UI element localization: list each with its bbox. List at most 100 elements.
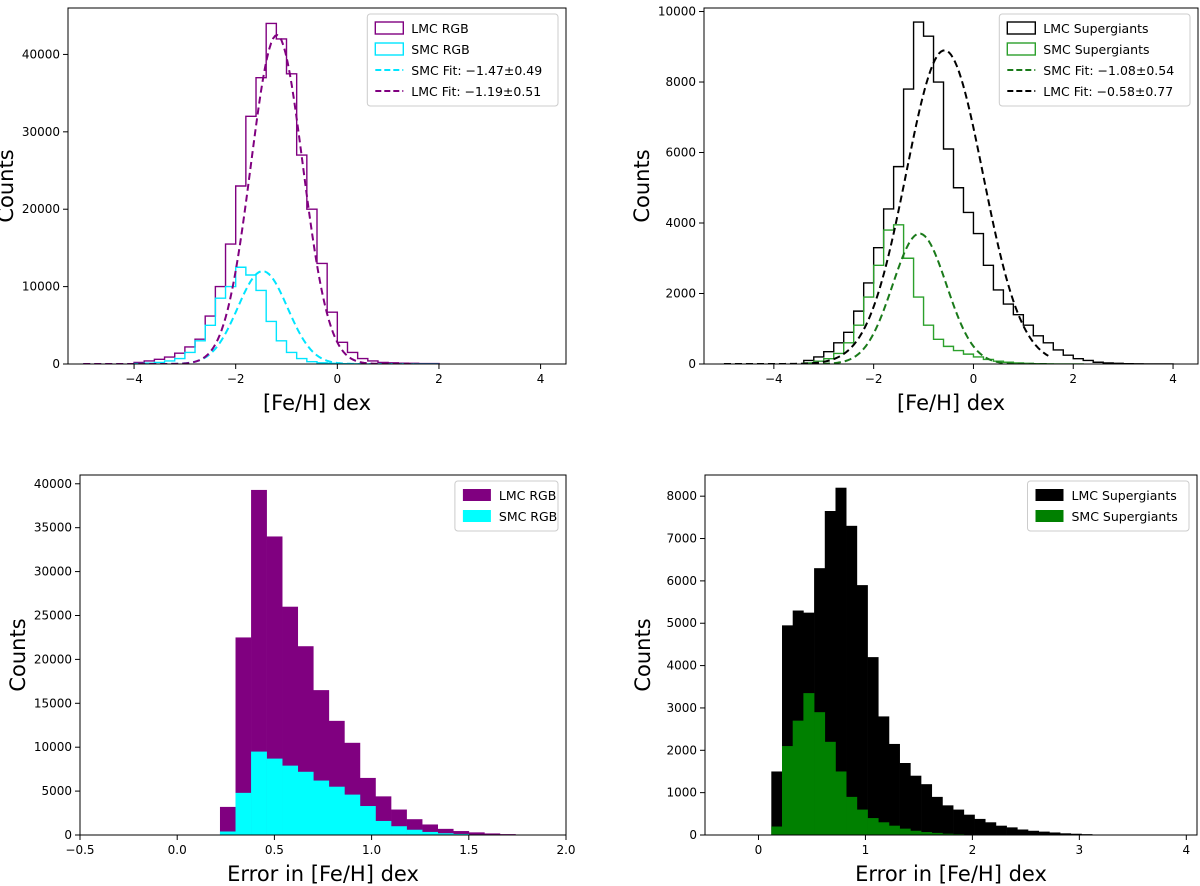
bar (867, 657, 879, 835)
y-tick-label: 30000 (22, 125, 60, 139)
legend: LMC RGB SMC RGB SMC Fit: −1.47±0.49 LMC Fit… (366, 13, 559, 107)
x-tick-label: 1.0 (362, 843, 381, 857)
bar (899, 763, 911, 835)
y-tick-label: 4000 (666, 659, 697, 673)
y-tick-label: 6000 (665, 146, 696, 160)
bar (921, 832, 933, 835)
legend-item: SMC Fit: −1.08±0.54 (1007, 63, 1174, 78)
legend-label: LMC Fit: −0.58±0.77 (1043, 84, 1173, 99)
legend-label: SMC RGB (411, 42, 469, 57)
y-tick-label: 8000 (665, 75, 696, 89)
legend-label: LMC Fit: −1.19±0.51 (411, 84, 541, 99)
y-tick-label: 0 (64, 828, 72, 842)
fit-line (83, 270, 414, 364)
x-tick-label: 3 (1076, 843, 1084, 857)
legend-label: SMC Supergiants (1072, 509, 1178, 524)
y-axis-label: Counts (631, 618, 655, 691)
bar (931, 796, 943, 835)
bar (1038, 831, 1050, 835)
bar (297, 771, 314, 835)
bar (266, 758, 283, 835)
bar (899, 828, 911, 835)
legend-frame (1027, 480, 1190, 532)
bar (888, 743, 900, 835)
bar (974, 818, 986, 835)
bar (1060, 833, 1072, 835)
y-tick-label: 6000 (666, 574, 697, 588)
axes-frame (704, 474, 1198, 836)
bar (995, 825, 1007, 835)
bar (251, 751, 267, 835)
bar (406, 829, 423, 835)
bar (878, 716, 890, 835)
bar (942, 805, 954, 835)
y-tick-label: 40000 (22, 47, 60, 61)
x-axis-label: Error in [Fe/H] dex (855, 862, 1047, 886)
bar (782, 625, 794, 835)
bar (803, 693, 815, 835)
bar (282, 765, 299, 835)
legend-label: LMC Supergiants (1072, 488, 1177, 503)
bar (824, 511, 836, 835)
legend-item: SMC Supergiants (1006, 42, 1150, 57)
legend-item: SMC Supergiants (1035, 509, 1178, 524)
fit-line (723, 49, 1049, 364)
bar (437, 833, 454, 835)
x-tick-label: −0.5 (65, 843, 94, 857)
axes-frame (79, 474, 567, 836)
legend-swatch (1035, 510, 1064, 522)
legend-label: LMC RGB (499, 488, 556, 503)
legend-swatch (374, 42, 404, 56)
x-tick-label: −4 (125, 372, 143, 386)
legend-label: LMC RGB (411, 21, 468, 36)
chart-panel-3: −0.5 0.0 0.5 1.0 1.5 2.0 0 5000 10000 15000 20000 2… (6, 474, 576, 886)
legend-label: SMC RGB (499, 509, 557, 524)
x-tick-label: 4 (537, 372, 545, 386)
plot-area (219, 489, 532, 835)
bar (910, 830, 922, 835)
bar (391, 826, 407, 835)
bar (856, 809, 868, 835)
bar (835, 771, 847, 835)
bar (1070, 833, 1082, 835)
legend-item: LMC Supergiants (1035, 488, 1177, 503)
plot-area (771, 487, 1093, 835)
step-smc-supergiants (803, 224, 1084, 364)
bar (846, 796, 858, 835)
bar (453, 833, 470, 835)
y-tick-label: 7000 (666, 532, 697, 546)
bar (942, 833, 954, 835)
legend: LMC Supergiants SMC Supergiants SMC Fit: −… (998, 13, 1191, 107)
bar (878, 822, 890, 835)
x-axis-label: [Fe/H] dex (897, 391, 1005, 415)
legend-swatch (462, 489, 491, 501)
bar (344, 794, 361, 835)
axes-frame (703, 7, 1199, 365)
bar (422, 831, 438, 835)
bar (771, 771, 783, 835)
bar (219, 831, 236, 835)
legend-swatch (1006, 21, 1036, 35)
legend-frame (366, 13, 559, 107)
y-axis-label: Counts (6, 618, 30, 691)
bar (835, 487, 847, 835)
bar (484, 833, 501, 835)
y-tick-label: 2000 (666, 743, 697, 757)
y-tick-label: 0 (688, 357, 696, 371)
x-tick-label: 2 (1069, 372, 1077, 386)
legend-item: SMC RGB (462, 509, 557, 524)
bar (359, 806, 376, 835)
legend-swatch (374, 21, 404, 35)
y-tick-label: 10000 (34, 740, 72, 754)
bar (437, 828, 454, 835)
bar (235, 637, 252, 835)
x-tick-label: 2 (435, 372, 443, 386)
x-tick-label: 1.5 (459, 843, 478, 857)
y-tick-label: 0 (689, 828, 697, 842)
step-smc-rgb (133, 266, 439, 364)
legend-item: LMC Supergiants (1006, 21, 1149, 36)
bar (856, 585, 868, 835)
y-tick-label: 1000 (666, 786, 697, 800)
bar (771, 826, 783, 835)
bar (963, 814, 975, 835)
